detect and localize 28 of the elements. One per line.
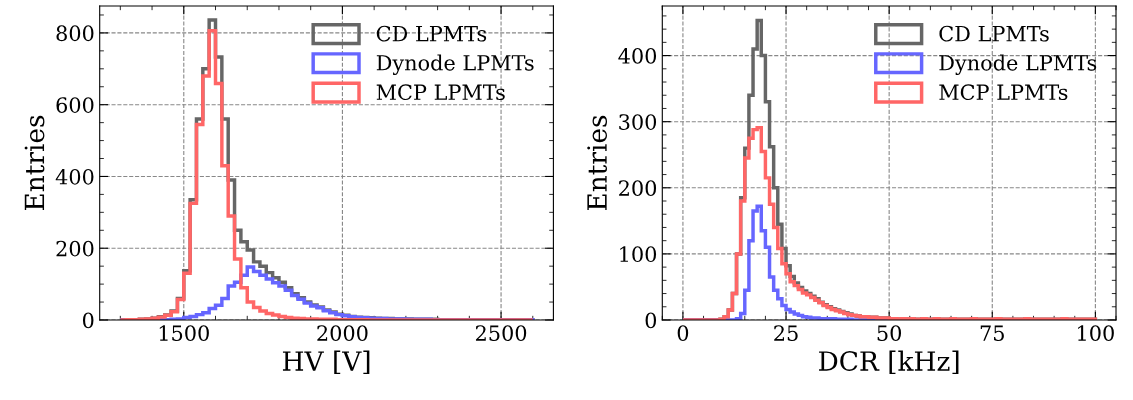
y-tick-label: 200 [56, 240, 94, 257]
y-tick-label: 300 [619, 114, 657, 130]
legend-label: MCP LPMTs [376, 84, 505, 101]
legend-label: MCP LPMTs [939, 84, 1068, 101]
legend-label: Dynode LPMTs [939, 54, 1097, 75]
legend-label: CD LPMTs [376, 25, 487, 42]
y-tick-label: 800 [56, 25, 94, 42]
y-axis-title: Entries [587, 115, 607, 211]
x-tick-label: 25 [774, 325, 798, 341]
y-axis-title: Entries [24, 115, 45, 211]
y-tick-label: 0 [645, 312, 657, 329]
y-tick-label: 100 [620, 246, 657, 263]
x-axis-title: HV [V] [282, 350, 370, 375]
x-tick-label: 75 [980, 325, 1004, 341]
x-tick-label: 1500 [159, 325, 209, 341]
x-tick-label: 100 [1078, 325, 1114, 341]
x-tick-label: 0 [677, 325, 689, 341]
legend-label: CD LPMTs [939, 25, 1049, 42]
x-axis-title: DCR [kHz] [819, 350, 959, 375]
legend-label: Dynode LPMTs [376, 54, 534, 75]
y-tick-label: 200 [619, 180, 657, 196]
x-tick-label: 2500 [475, 325, 527, 341]
x-tick-label: 2000 [317, 325, 368, 341]
y-tick-label: 600 [56, 97, 94, 113]
y-tick-label: 400 [618, 48, 657, 64]
x-tick-label: 50 [877, 325, 902, 341]
y-tick-label: 0 [82, 312, 94, 329]
y-tick-label: 400 [55, 168, 94, 185]
